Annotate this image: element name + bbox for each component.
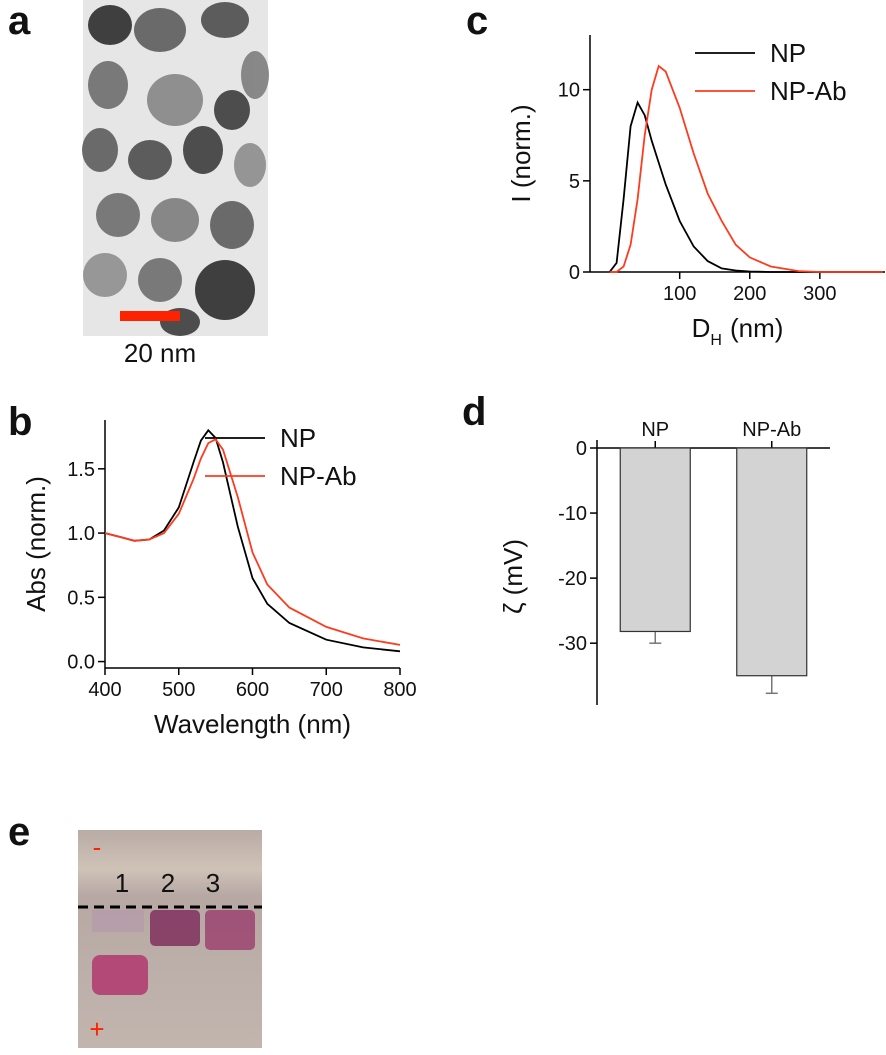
x-axis-title-part: H bbox=[710, 332, 722, 349]
y-tick-label: 1.5 bbox=[67, 459, 95, 481]
y-tick-label: -10 bbox=[558, 503, 587, 525]
y-axis-title: Abs (norm.) bbox=[21, 476, 51, 612]
line-series bbox=[609, 64, 883, 273]
lane-label: 3 bbox=[206, 868, 220, 898]
anode: + bbox=[89, 1014, 104, 1044]
legend-label: NP bbox=[770, 38, 806, 68]
x-tick-label: 500 bbox=[162, 679, 195, 701]
panel-label: d bbox=[462, 390, 486, 434]
line-series bbox=[608, 100, 883, 273]
legend-label: NP bbox=[280, 423, 316, 453]
lane-label: 1 bbox=[115, 868, 129, 898]
y-tick-label: 1.0 bbox=[67, 523, 95, 545]
x-tick-label: 300 bbox=[803, 283, 836, 305]
bar bbox=[619, 447, 691, 633]
y-tick-label: -20 bbox=[558, 568, 587, 590]
x-tick-label: 800 bbox=[383, 679, 416, 701]
scale-bar bbox=[120, 311, 180, 321]
tem-image bbox=[82, 0, 269, 336]
legend-label: NP-Ab bbox=[280, 461, 357, 491]
y-tick-label: 5 bbox=[569, 171, 580, 193]
x-tick-label: NP-Ab bbox=[742, 419, 801, 441]
panel-label: a bbox=[8, 0, 31, 43]
y-axis-title: ζ (mV) bbox=[498, 539, 528, 614]
x-tick-label: 200 bbox=[733, 283, 766, 305]
y-tick-label: 0.5 bbox=[67, 587, 95, 609]
gel-image bbox=[78, 830, 262, 1048]
x-tick-label: 100 bbox=[663, 283, 696, 305]
panel-label: e bbox=[8, 810, 30, 854]
lane-label: 2 bbox=[161, 868, 175, 898]
scale-bar-label: 20 nm bbox=[124, 338, 196, 368]
legend-label: NP-Ab bbox=[770, 76, 847, 106]
x-tick-label: NP bbox=[641, 419, 669, 441]
x-tick-label: 400 bbox=[88, 679, 121, 701]
cathode: - bbox=[93, 832, 102, 862]
x-axis-title-part: D bbox=[692, 313, 711, 343]
bar bbox=[736, 447, 808, 677]
y-tick-label: 10 bbox=[558, 80, 580, 102]
line-series bbox=[104, 438, 401, 646]
x-axis-title: Wavelength (nm) bbox=[154, 709, 351, 739]
y-axis-title: I (norm.) bbox=[506, 104, 536, 202]
x-axis-title: DH (nm) bbox=[692, 313, 784, 349]
x-tick-label: 700 bbox=[310, 679, 343, 701]
y-tick-label: 0.0 bbox=[67, 652, 95, 674]
y-tick-label: -30 bbox=[558, 633, 587, 655]
panel-label: b bbox=[8, 400, 32, 444]
y-tick-label: 0 bbox=[569, 262, 580, 284]
x-axis-title-part: (nm) bbox=[730, 313, 783, 343]
panel-label: c bbox=[466, 0, 488, 43]
x-tick-label: 600 bbox=[236, 679, 269, 701]
y-tick-label: 0 bbox=[576, 438, 587, 460]
x-axis-title-part: Wavelength (nm) bbox=[154, 709, 351, 739]
